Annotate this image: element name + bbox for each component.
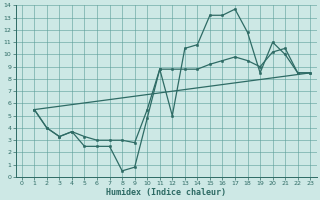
X-axis label: Humidex (Indice chaleur): Humidex (Indice chaleur) bbox=[106, 188, 226, 197]
